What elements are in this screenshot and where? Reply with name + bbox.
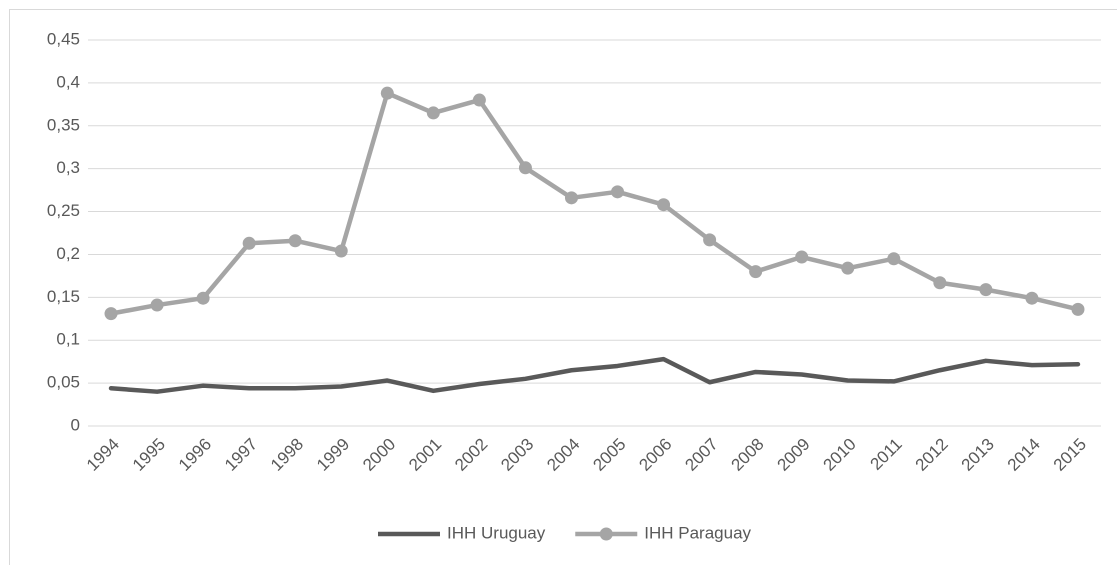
x-tick-label: 2005	[589, 435, 629, 475]
x-tick-label: 2014	[1004, 435, 1044, 475]
y-tick-label: 0,15	[47, 287, 80, 306]
x-tick-label: 2002	[451, 435, 491, 475]
series-marker	[657, 198, 671, 212]
series-marker	[841, 261, 855, 275]
series-marker	[242, 236, 256, 250]
series-marker	[979, 283, 993, 297]
series-marker	[611, 185, 625, 199]
y-tick-label: 0,35	[47, 115, 80, 134]
series-marker	[196, 291, 210, 305]
x-tick-label: 2013	[958, 435, 998, 475]
x-tick-label: 2012	[912, 435, 952, 475]
x-tick-label: 1994	[83, 435, 123, 475]
x-tick-label: 2007	[681, 435, 721, 475]
series-marker	[1071, 302, 1085, 316]
x-tick-label: 1997	[221, 435, 261, 475]
series-marker	[1025, 291, 1039, 305]
y-tick-label: 0,45	[47, 29, 80, 48]
series-marker	[703, 233, 717, 247]
y-tick-label: 0,1	[56, 330, 80, 349]
x-tick-label: 2000	[359, 435, 399, 475]
series-marker	[150, 298, 164, 312]
x-tick-label: 2008	[727, 435, 767, 475]
series-marker	[518, 161, 532, 175]
series-line	[108, 356, 1081, 394]
x-tick-label: 2011	[867, 435, 906, 474]
series-marker	[288, 234, 302, 248]
legend-marker	[599, 527, 613, 541]
y-tick-label: 0	[71, 415, 80, 434]
series-marker	[472, 93, 486, 107]
y-tick-label: 0,3	[56, 158, 80, 177]
x-tick-label: 1995	[129, 435, 169, 475]
x-tick-label: 1998	[267, 435, 307, 475]
x-tick-label: 1996	[175, 435, 215, 475]
series-marker	[749, 265, 763, 279]
x-tick-label: 2015	[1050, 435, 1090, 475]
x-tick-label: 2010	[820, 435, 860, 475]
x-tick-label: 2004	[543, 435, 583, 475]
chart-border	[9, 9, 1117, 565]
series-line	[108, 90, 1081, 316]
x-tick-label: 2006	[635, 435, 675, 475]
x-tick-label: 1999	[313, 435, 353, 475]
legend-label: IHH Uruguay	[447, 523, 546, 542]
y-tick-label: 0,2	[56, 244, 80, 263]
x-tick-label: 2003	[497, 435, 537, 475]
x-tick-label: 2001	[405, 435, 445, 475]
y-tick-label: 0,25	[47, 201, 80, 220]
series-marker	[426, 106, 440, 120]
series-marker	[795, 250, 809, 264]
x-tick-label: 2009	[774, 435, 814, 475]
series-marker	[887, 252, 901, 266]
series-marker	[380, 86, 394, 100]
legend-label: IHH Paraguay	[644, 523, 751, 542]
y-tick-label: 0,05	[47, 373, 80, 392]
y-tick-label: 0,4	[56, 72, 80, 91]
series-marker	[933, 276, 947, 290]
series-marker	[104, 307, 118, 321]
series-marker	[334, 244, 348, 258]
series-marker	[564, 191, 578, 205]
